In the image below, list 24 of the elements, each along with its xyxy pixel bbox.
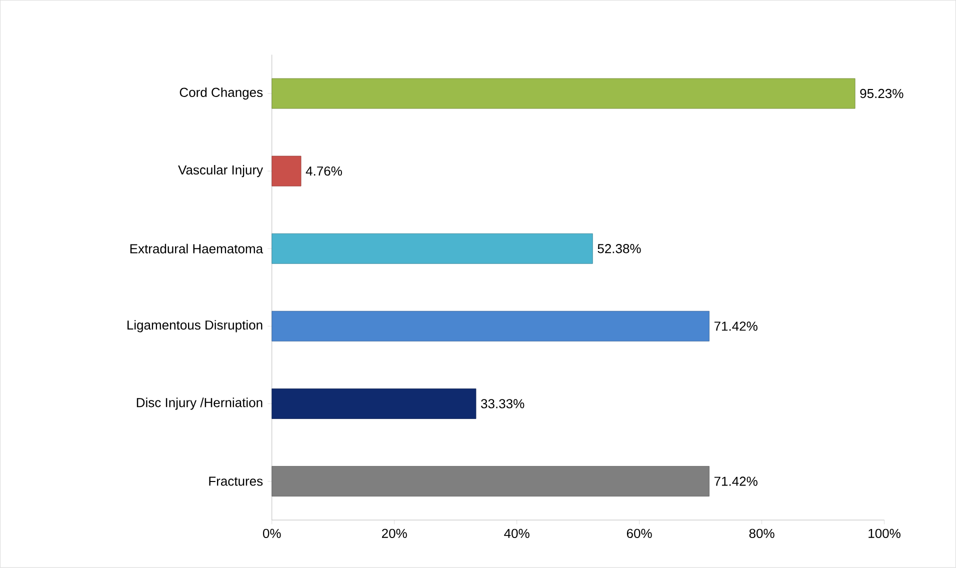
x-tick-label: 60% [626,528,652,538]
y-tick-label: Disc Injury /Herniation [136,398,262,410]
x-tick-label: 0% [262,528,281,538]
data-label: 71.42% [714,322,758,331]
data-label: 71.42% [714,476,758,486]
data-label: 4.76% [306,166,342,176]
bar [272,388,476,420]
bar [272,234,593,264]
x-tick-label: 40% [504,528,530,538]
bar [272,78,856,109]
y-tick-label: Fractures [209,476,263,486]
data-label: 52.38% [598,244,641,254]
y-tick-label: Ligamentous Disruption [127,320,262,332]
data-label: 95.23% [860,89,904,98]
y-tick-label: Cord Changes [180,88,263,100]
y-tick-label: Extradural Haematoma [130,244,264,254]
x-tick-label: 100% [868,528,900,538]
x-tick-label: 20% [382,528,407,538]
bar [272,156,302,186]
x-tick-label: 80% [749,528,774,538]
bar [272,466,710,497]
y-tick-label: Vascular Injury [178,165,264,178]
data-label: 33.33% [481,399,524,408]
bar [272,311,710,342]
